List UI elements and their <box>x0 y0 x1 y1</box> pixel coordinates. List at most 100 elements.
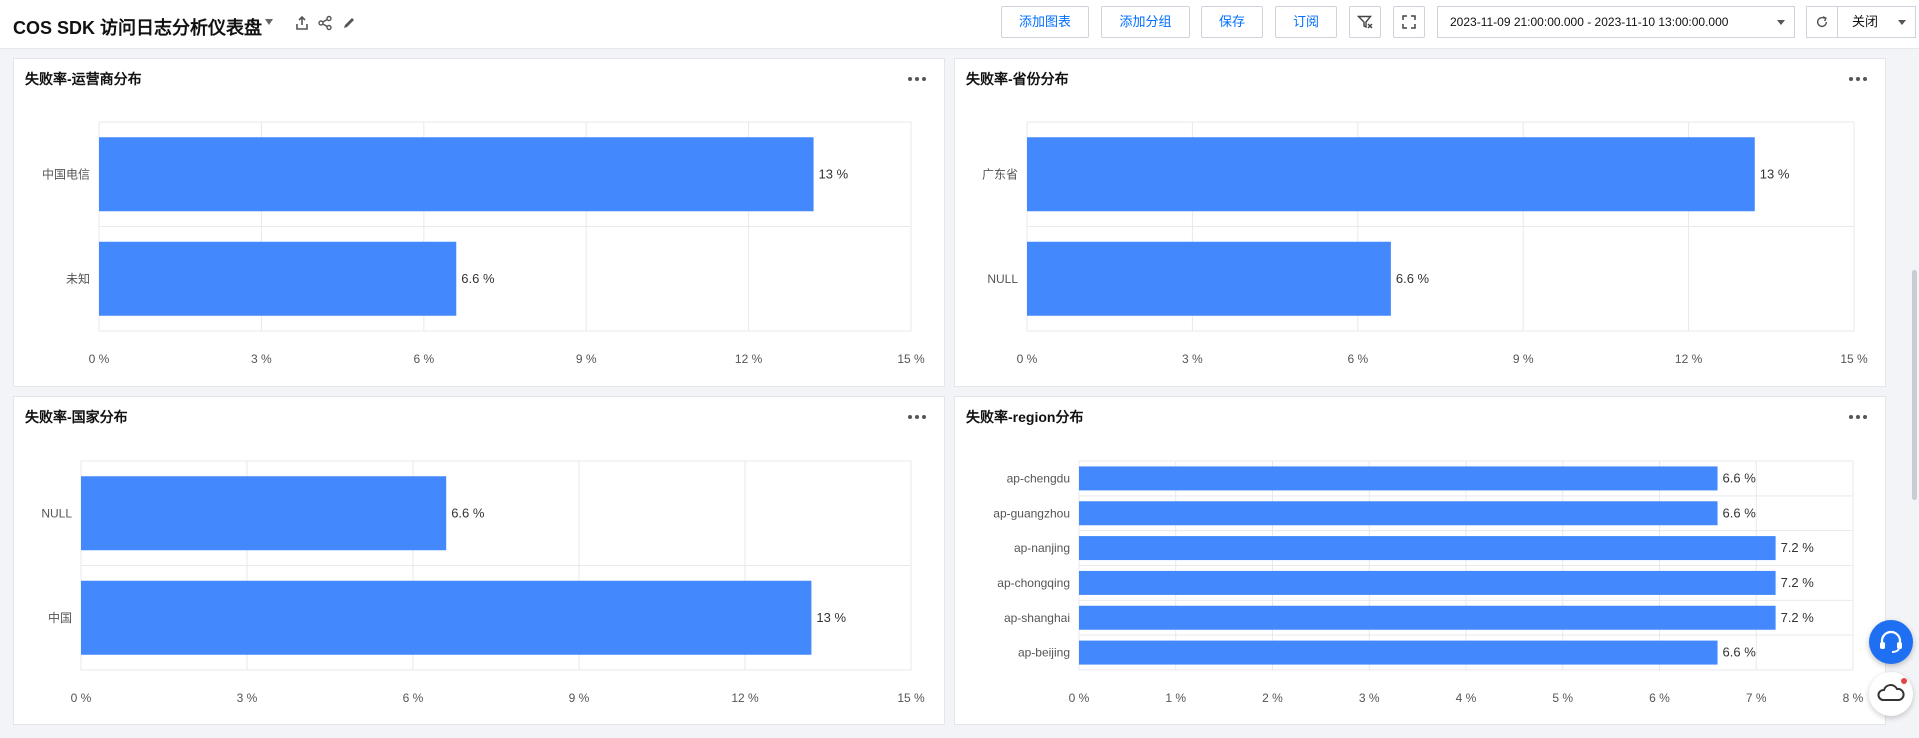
x-tick-label: 5 % <box>1552 691 1573 705</box>
x-tick-label: 3 % <box>251 352 272 366</box>
category-label: NULL <box>41 506 72 520</box>
x-tick-label: 2 % <box>1262 691 1283 705</box>
panel-title: 失败率-region分布 <box>966 409 1084 425</box>
dashboard-title: COS SDK 访问日志分析仪表盘 <box>13 18 263 38</box>
refresh-interval-value: 关闭 <box>1852 14 1879 29</box>
export-icon[interactable] <box>294 15 310 31</box>
subscribe-button[interactable]: 订阅 <box>1275 6 1337 38</box>
category-label: 广东省 <box>982 167 1018 181</box>
bar[interactable] <box>99 241 457 316</box>
chart-province: 0 % 3 % 6 % 9 % 12 % 15 % 广东省 13 % NULL 6.6 % <box>982 121 1868 366</box>
fullscreen-icon <box>1402 15 1416 29</box>
x-tick-label: 6 % <box>1347 352 1368 366</box>
chevron-down-icon <box>1777 20 1785 25</box>
x-tick-label: 8 % <box>1843 691 1864 705</box>
chevron-down-icon <box>1898 20 1906 25</box>
bar-value-label: 6.6 % <box>451 505 485 520</box>
category-label: ap-beijing <box>1018 646 1070 660</box>
panel-title: 失败率-省份分布 <box>966 71 1069 87</box>
add-chart-button[interactable]: 添加图表 <box>1001 6 1089 38</box>
x-tick-label: 0 % <box>1069 691 1090 705</box>
category-label: ap-chongqing <box>997 576 1070 590</box>
x-tick-label: 15 % <box>1840 352 1868 366</box>
category-label: ap-shanghai <box>1004 611 1070 625</box>
chevron-down-icon[interactable] <box>265 19 273 25</box>
bar-value-label: 13 % <box>1760 166 1790 181</box>
x-tick-label: 9 % <box>1513 352 1534 366</box>
filter-clear-button[interactable] <box>1349 6 1381 38</box>
x-tick-label: 15 % <box>897 691 925 705</box>
category-label: ap-chengdu <box>1007 471 1070 485</box>
share-icon[interactable] <box>317 15 333 31</box>
bar[interactable] <box>1079 570 1776 595</box>
x-tick-label: 6 % <box>1649 691 1670 705</box>
x-tick-label: 0 % <box>1017 352 1038 366</box>
bar-value-label: 6.6 % <box>1723 470 1757 485</box>
x-tick-label: 7 % <box>1746 691 1767 705</box>
bar[interactable] <box>1079 536 1776 561</box>
category-label: ap-guangzhou <box>993 506 1070 520</box>
x-tick-label: 3 % <box>1182 352 1203 366</box>
category-label: 未知 <box>66 272 90 286</box>
auto-refresh-control[interactable]: 关闭 <box>1806 6 1916 38</box>
category-label: NULL <box>987 272 1018 286</box>
bar-value-label: 7.2 % <box>1781 610 1815 625</box>
panel-title: 失败率-国家分布 <box>25 409 128 425</box>
category-label: ap-nanjing <box>1014 541 1070 555</box>
more-icon[interactable] <box>908 415 928 420</box>
more-icon[interactable] <box>1849 77 1869 82</box>
category-label: 中国电信 <box>42 166 90 181</box>
save-button[interactable]: 保存 <box>1201 6 1263 38</box>
cloud-assistant-button[interactable] <box>1869 672 1913 716</box>
fullscreen-button[interactable] <box>1393 6 1425 38</box>
chart-panel-province: 失败率-省份分布 0 % 3 % 6 % 9 % 12 % 15 % 广东省 13 % NULL… <box>954 58 1886 387</box>
bar-value-label: 13 % <box>816 610 846 625</box>
time-range-picker[interactable]: 2023-11-09 21:00:00.000 - 2023-11-10 13:… <box>1437 6 1795 38</box>
x-tick-label: 3 % <box>1359 691 1380 705</box>
x-tick-label: 0 % <box>89 352 110 366</box>
chart-carrier: 0 % 3 % 6 % 9 % 12 % 15 % 中国电信 13 % 未知 6.6 % <box>42 121 925 366</box>
bar-value-label: 7.2 % <box>1781 540 1815 555</box>
bar[interactable] <box>1027 137 1755 212</box>
time-range-value: 2023-11-09 21:00:00.000 - 2023-11-10 13:… <box>1450 15 1729 29</box>
bar[interactable] <box>1079 466 1718 491</box>
support-button[interactable] <box>1869 620 1913 664</box>
bar-value-label: 6.6 % <box>1396 271 1430 286</box>
more-icon[interactable] <box>908 77 928 82</box>
bar[interactable] <box>99 137 814 212</box>
cloud-icon <box>1877 684 1905 701</box>
bar[interactable] <box>1079 605 1776 630</box>
bar[interactable] <box>1079 640 1718 665</box>
more-icon[interactable] <box>1849 415 1869 420</box>
chart-panel-carrier: 失败率-运营商分布 0 % 3 % 6 % 9 % 12 % 15 % 中国电信 13 % 未知… <box>13 58 945 387</box>
bar[interactable] <box>1027 241 1391 316</box>
x-tick-label: 4 % <box>1456 691 1477 705</box>
bar-value-label: 6.6 % <box>1723 505 1757 520</box>
scrollbar[interactable] <box>1912 270 1917 500</box>
bar-value-label: 6.6 % <box>1723 645 1757 660</box>
panel-title: 失败率-运营商分布 <box>25 71 142 87</box>
category-label: 中国 <box>48 610 72 625</box>
x-tick-label: 6 % <box>403 691 424 705</box>
bar-value-label: 7.2 % <box>1781 575 1815 590</box>
headset-icon <box>1880 630 1902 653</box>
chart-country: 0 % 3 % 6 % 9 % 12 % 15 % NULL 6.6 % 中国 13 % <box>41 460 925 705</box>
x-tick-label: 3 % <box>237 691 258 705</box>
top-bar: COS SDK 访问日志分析仪表盘 添加图表 添加分组 保存 订阅 2023-1… <box>0 0 1919 49</box>
bar[interactable] <box>81 476 447 551</box>
refresh-icon[interactable] <box>1815 15 1829 29</box>
x-tick-label: 15 % <box>897 352 925 366</box>
x-tick-label: 9 % <box>576 352 597 366</box>
chart-panel-country: 失败率-国家分布 0 % 3 % 6 % 9 % 12 % 15 % NULL 6.6 % 中国… <box>13 396 945 725</box>
bar[interactable] <box>1079 501 1718 526</box>
chart-region: 0 % 1 % 2 % 3 % 4 % 5 % 6 % 7 % 8 % ap-chengdu 6.6… <box>993 460 1864 705</box>
divider <box>1837 7 1838 37</box>
x-tick-label: 1 % <box>1165 691 1186 705</box>
bar-value-label: 13 % <box>819 166 849 181</box>
add-group-button[interactable]: 添加分组 <box>1101 6 1190 38</box>
filter-icon <box>1357 15 1373 29</box>
x-tick-label: 0 % <box>71 691 92 705</box>
bar-value-label: 6.6 % <box>461 271 495 286</box>
bar[interactable] <box>81 580 812 655</box>
edit-icon[interactable] <box>341 15 357 31</box>
